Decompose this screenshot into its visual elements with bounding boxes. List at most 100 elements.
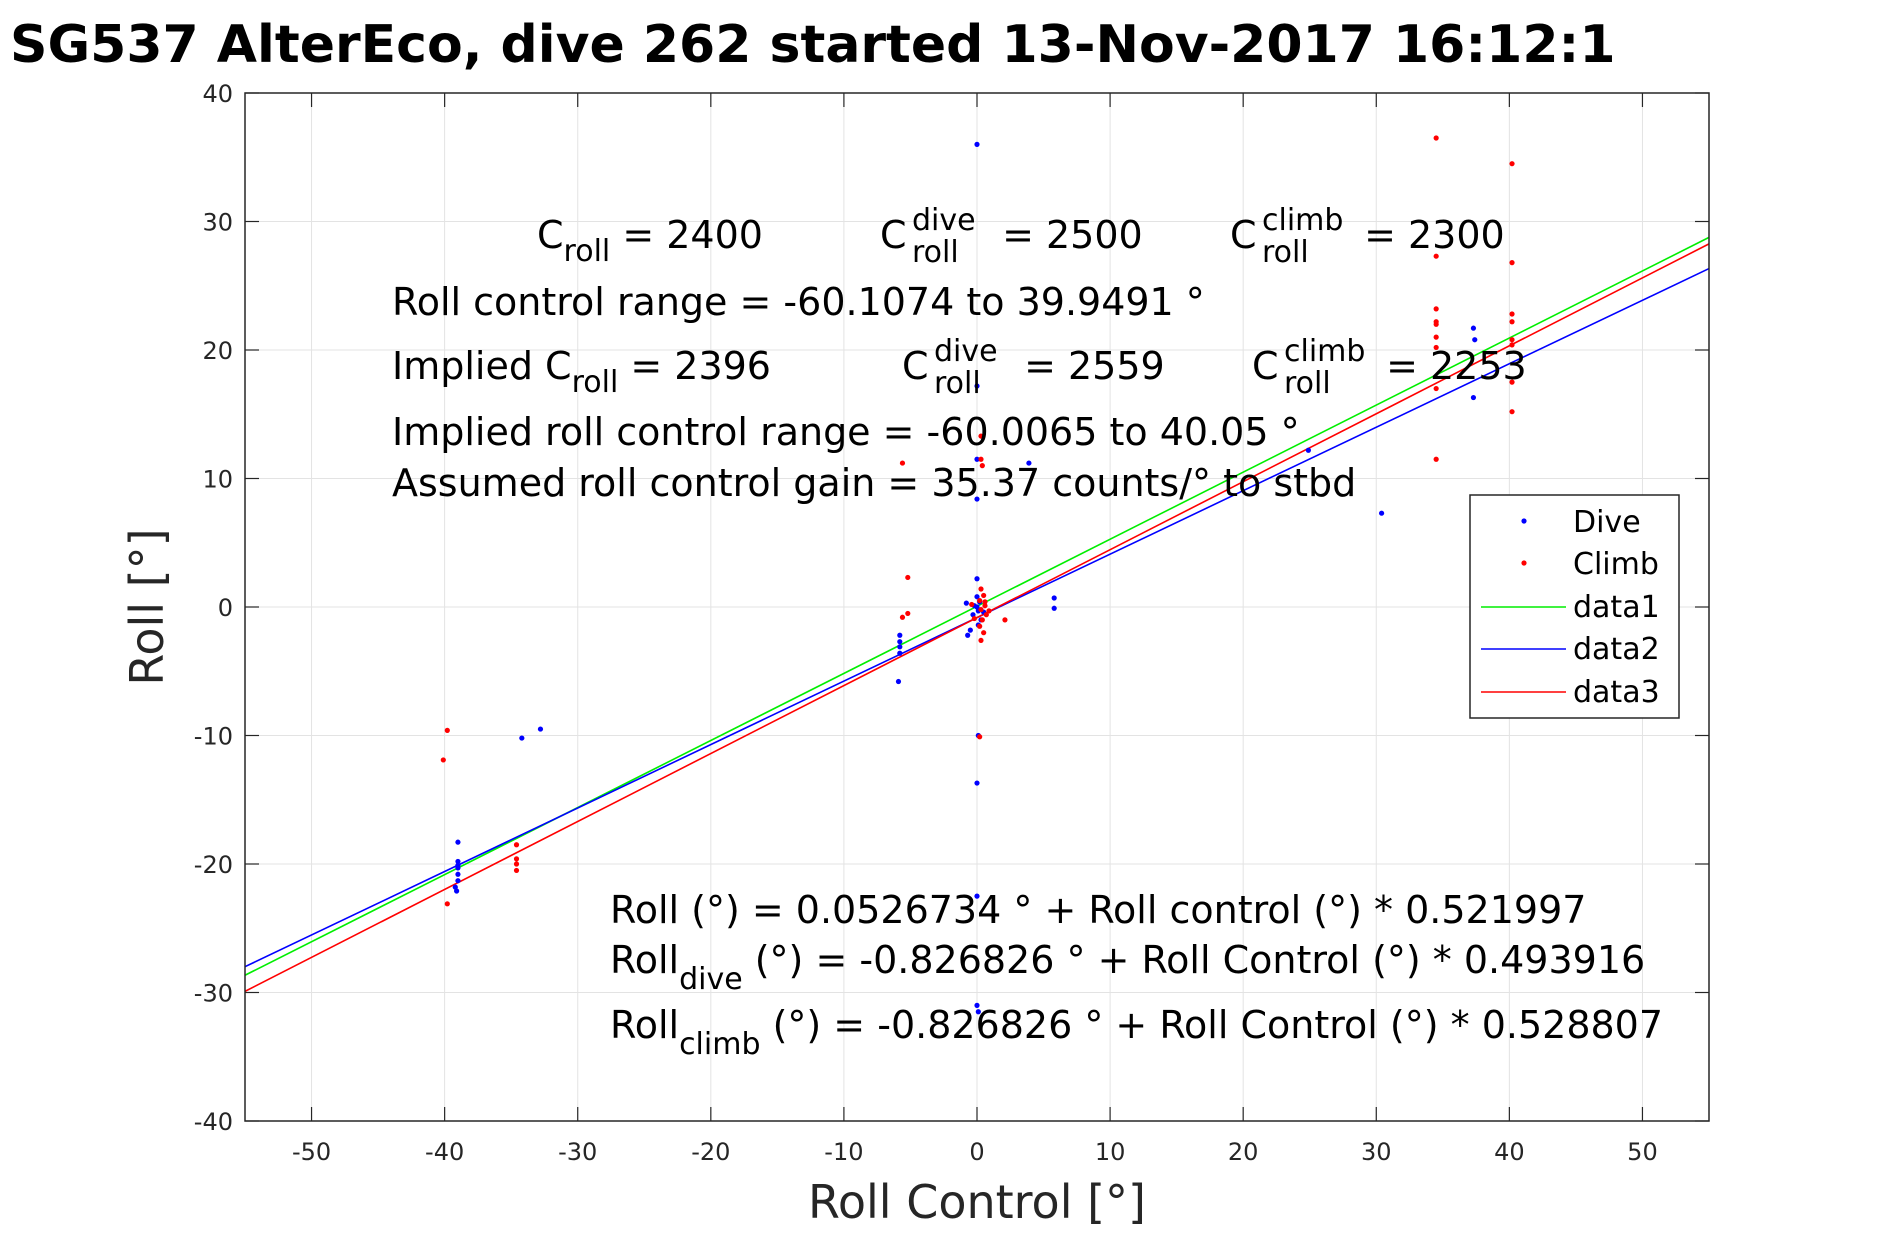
climb-point [978, 456, 984, 462]
dive-point [1472, 337, 1478, 343]
climb-point [971, 615, 977, 622]
dive-point [519, 735, 525, 741]
dive-point [454, 888, 460, 894]
tick-labels: -50 -40 -30 -20 -10 0 10 20 30 40 50 -40 -30 -20 -10 0 1… [194, 80, 1658, 1166]
dive-point [965, 632, 971, 638]
dive-point [895, 678, 902, 685]
climb-point [513, 861, 520, 867]
legend-climb-marker [1521, 560, 1527, 566]
x-tick-label: 40 [1494, 1138, 1525, 1166]
climb-point [977, 597, 983, 604]
y-tick-label: -30 [194, 980, 233, 1008]
y-tick-label: 30 [202, 209, 233, 237]
dive-point [974, 780, 980, 786]
climb-point [1509, 342, 1515, 348]
data3-fit-line [244, 243, 1710, 993]
climb-point [981, 630, 987, 636]
x-tick-label: 20 [1228, 1138, 1259, 1166]
x-axis-label: Roll Control [°] [808, 1175, 1146, 1229]
x-tick-label: -10 [824, 1138, 863, 1166]
y-tick-label: 40 [202, 80, 233, 108]
dive-point [1378, 510, 1385, 516]
climb-point [905, 610, 911, 617]
dive-point [974, 594, 980, 600]
dive-point [897, 632, 903, 638]
x-tick-label: 0 [969, 1138, 984, 1166]
climb-point [1433, 135, 1439, 141]
climb-point [1433, 334, 1439, 340]
climb-point [979, 617, 985, 623]
y-tick-label: 20 [202, 337, 233, 365]
legend-dive-marker [1521, 518, 1527, 524]
climb-point [1509, 409, 1515, 415]
climb-point [905, 574, 911, 581]
dive-point [1470, 394, 1477, 401]
dive-point [1026, 460, 1032, 466]
climb-point [1433, 321, 1439, 327]
dive-point [537, 726, 544, 732]
climb-point [986, 608, 992, 614]
dive-point [1051, 595, 1057, 601]
fit-all-annotation: Roll (°) = 0.0526734 ° + Roll control (°… [610, 888, 1586, 932]
climb-point [1509, 319, 1515, 325]
climb-point [983, 612, 989, 618]
climb-point [1433, 344, 1439, 351]
climb-point [1509, 161, 1515, 167]
legend-data2-label: data2 [1573, 632, 1660, 667]
fit-dive-annotation: Rolldive (°) = -0.826826 ° + Roll Contro… [610, 938, 1645, 997]
legend-data3-label: data3 [1573, 675, 1660, 710]
x-tick-label: 10 [1095, 1138, 1126, 1166]
climb-point [978, 586, 984, 592]
dive-point [974, 456, 980, 462]
dive-point [897, 639, 903, 645]
climb-point [1433, 253, 1439, 259]
climb-point [982, 599, 988, 605]
data-points [440, 135, 1515, 1015]
chart-title: SG537 AlterEco, dive 262 started 13-Nov-… [10, 15, 1616, 75]
fit-climb-annotation: Rollclimb (°) = -0.826826 ° + Roll Contr… [610, 1003, 1663, 1062]
climb-point [977, 734, 983, 740]
dive-point [1470, 325, 1477, 331]
climb-point [969, 601, 975, 608]
y-axis-label: Roll [°] [120, 528, 174, 685]
roll-range-annotation: Roll control range = -60.1074 to 39.9491… [392, 280, 1205, 324]
x-tick-label: -40 [425, 1138, 464, 1166]
implied-range-annotation: Implied roll control range = -60.0065 to… [392, 410, 1300, 454]
dive-point [967, 627, 973, 633]
climb-point [978, 433, 984, 439]
climb-point [981, 592, 987, 599]
y-tick-label: -20 [194, 851, 233, 879]
dive-point [974, 141, 980, 147]
climb-point [977, 623, 983, 629]
dive-point [455, 862, 461, 868]
dive-point [455, 878, 461, 884]
dive-point [974, 1002, 980, 1008]
gain-annotation: Assumed roll control gain = 35.37 counts… [392, 461, 1356, 505]
y-tick-label: 10 [202, 466, 233, 494]
dive-point [455, 858, 461, 865]
dive-point [974, 893, 980, 899]
dive-point [455, 839, 461, 845]
climb-point [513, 867, 520, 874]
climb-point [444, 727, 450, 733]
dive-point [975, 1009, 981, 1015]
y-tick-label: -40 [194, 1108, 233, 1136]
climb-point [899, 460, 906, 466]
dive-point [455, 871, 461, 877]
climb-point [444, 901, 450, 907]
plot-frame [244, 92, 1710, 1122]
legend-dive-label: Dive [1573, 505, 1641, 540]
climb-point [1433, 456, 1439, 462]
climb-point [440, 757, 446, 763]
climb-point [978, 637, 984, 644]
dive-point [974, 576, 980, 582]
x-tick-label: -50 [292, 1138, 331, 1166]
y-tick-label: -10 [194, 723, 233, 751]
x-tick-label: -20 [691, 1138, 730, 1166]
dive-point [1051, 605, 1057, 611]
climb-point [1509, 337, 1515, 343]
